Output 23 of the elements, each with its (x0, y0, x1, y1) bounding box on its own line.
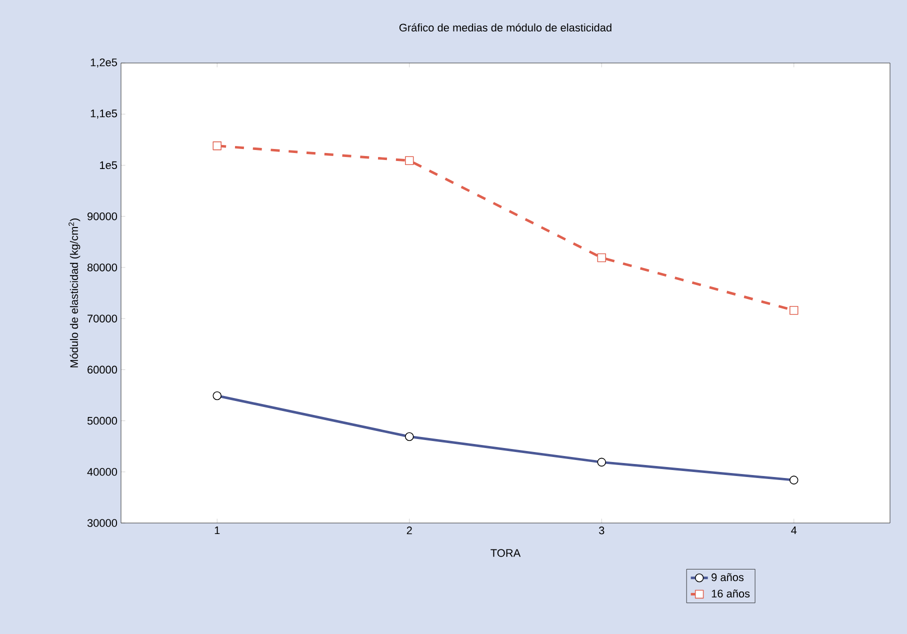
chart-title: Gráfico de medias de módulo de elasticidad (399, 23, 612, 32)
x-tick-label: 3 (599, 526, 604, 534)
point (790, 306, 798, 315)
x-tick-label: 4 (791, 526, 797, 534)
x-tick-label: 2 (406, 526, 412, 534)
legend-label: 9 años (712, 573, 744, 582)
y-tick-label: 50000 (87, 416, 118, 425)
y-tick-label: 60000 (88, 366, 118, 374)
y-tick-label: 80000 (87, 264, 118, 272)
y-tick-label: 1,1e5 (90, 110, 118, 119)
point (212, 141, 222, 150)
y-tick-label: 40000 (87, 468, 118, 476)
y-tick-label: 70000 (88, 314, 118, 322)
y-tick-label: 90000 (88, 212, 118, 220)
y-tick-label: 30000 (87, 519, 118, 527)
point (597, 253, 606, 262)
y-tick-label: 1e5 (100, 161, 118, 170)
legend-label: 16 años (712, 590, 750, 598)
y-axis-title: Módulo de elasticidad (kg/cm$^{2}$) (68, 218, 80, 368)
point (404, 156, 414, 166)
x-tick-label: 1 (214, 526, 220, 534)
x-axis-title: TORA (490, 549, 521, 557)
y-tick-label: 1,2e5 (90, 58, 118, 68)
